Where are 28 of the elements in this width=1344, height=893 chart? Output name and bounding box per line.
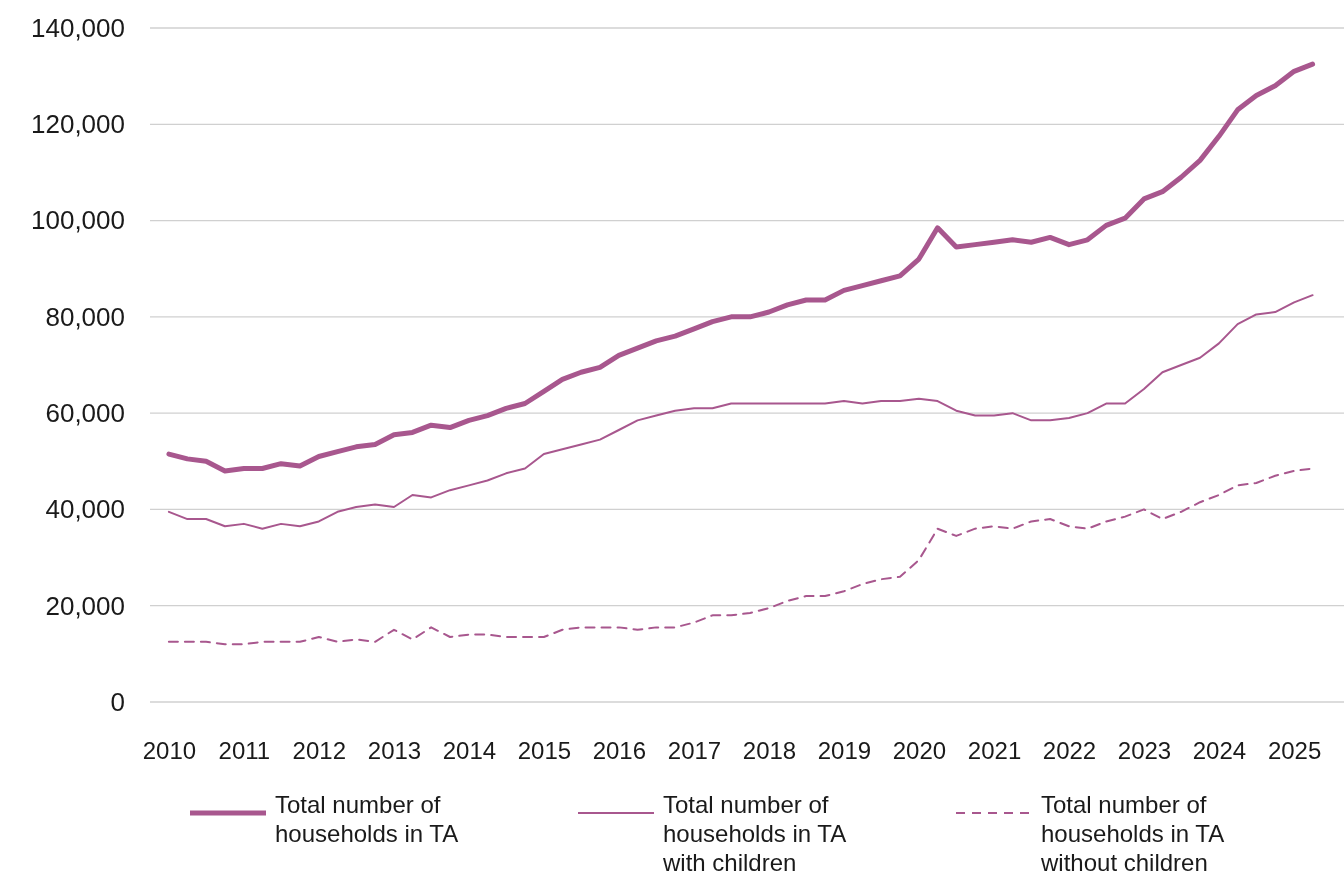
legend-label: Total number of households in TA with children (662, 791, 847, 876)
x-tick-label: 2016 (592, 737, 647, 765)
x-tick-label: 2021 (967, 737, 1022, 765)
y-tick-label: 60,000 (45, 397, 125, 428)
x-tick-label: 2014 (442, 737, 497, 765)
x-tick-label: 2011 (218, 737, 271, 765)
y-tick-label: 100,000 (31, 205, 125, 236)
legend-label: Total number of households in TA (275, 791, 459, 847)
y-tick-label: 40,000 (45, 494, 125, 525)
x-tick-label: 2013 (367, 737, 422, 765)
x-tick-label: 2022 (1042, 737, 1097, 765)
x-tick-label: 2024 (1192, 737, 1247, 765)
x-tick-label: 2015 (517, 737, 572, 765)
x-tick-label: 2010 (142, 737, 197, 765)
x-tick-label: 2020 (892, 737, 947, 765)
line-series (167, 294, 1314, 530)
y-tick-label: 80,000 (45, 301, 125, 332)
legend-label: Total number of households in TA without children (1040, 791, 1225, 876)
y-tick-label: 0 (110, 686, 125, 717)
y-tick-label: 140,000 (31, 12, 125, 43)
x-tick-label: 2012 (292, 737, 347, 765)
x-tick-label: 2019 (817, 737, 872, 765)
y-tick-label: 20,000 (45, 590, 125, 621)
x-tick-label: 2023 (1117, 737, 1172, 765)
x-tick-label: 2025 (1267, 737, 1322, 765)
y-tick-label: 120,000 (31, 109, 125, 140)
x-tick-label: 2017 (667, 737, 722, 765)
x-tick-label: 2018 (742, 737, 797, 765)
